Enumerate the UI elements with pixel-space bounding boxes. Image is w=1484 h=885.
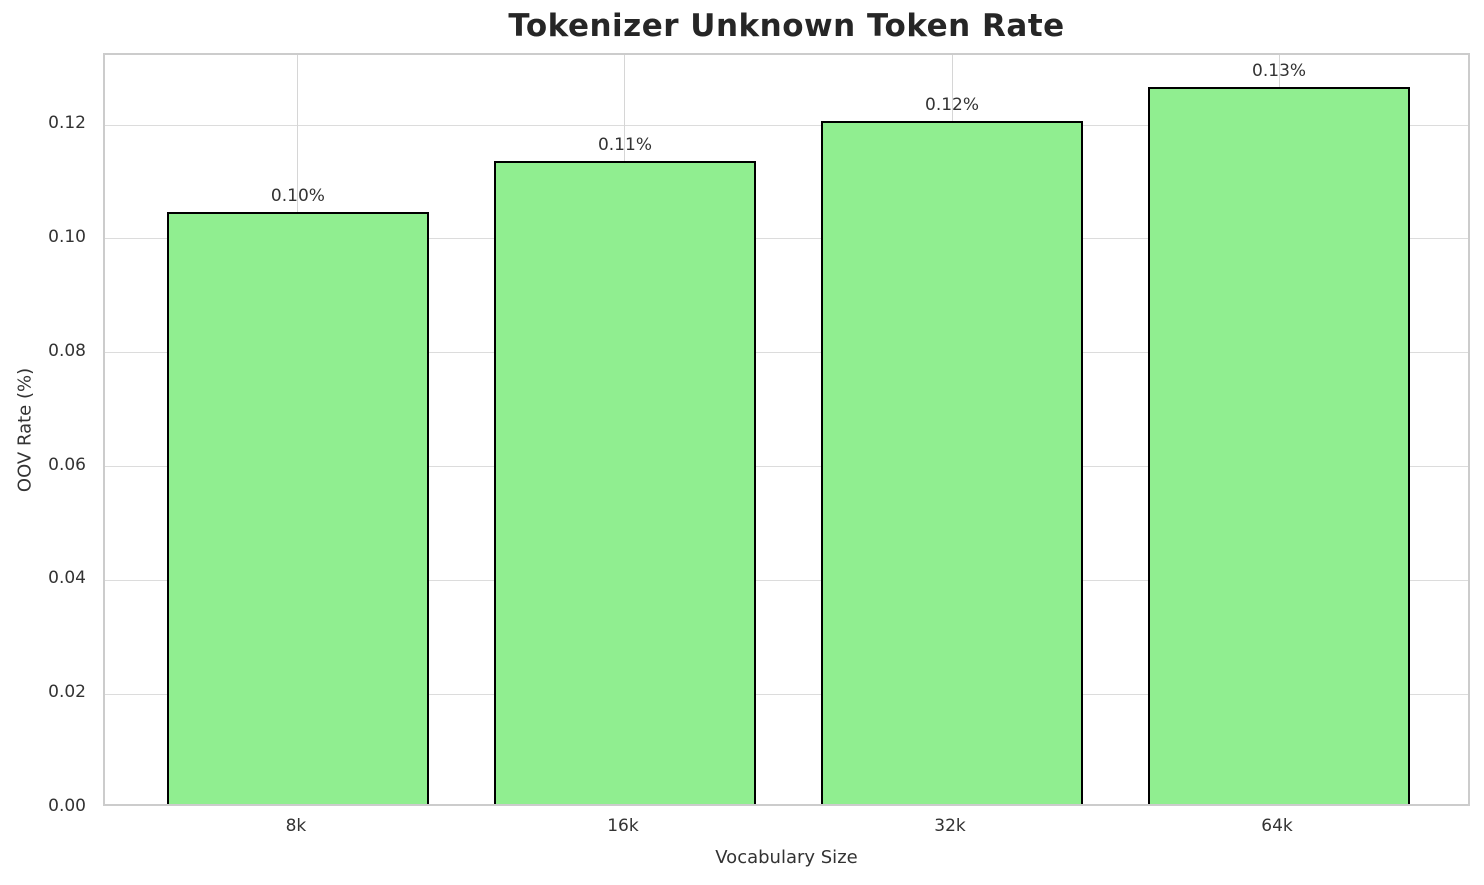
- x-tick-label: 64k: [1261, 816, 1293, 836]
- y-tick-label: 0.02: [48, 682, 86, 703]
- y-axis-title: OOV Rate (%): [14, 367, 36, 493]
- x-tick-label: 32k: [934, 816, 966, 836]
- x-axis-title: Vocabulary Size: [715, 847, 858, 868]
- y-tick-label: 0.10: [48, 226, 86, 247]
- bar-value-label: 0.13%: [1252, 60, 1307, 81]
- bar: [821, 121, 1083, 804]
- bar-value-label: 0.12%: [925, 95, 980, 116]
- y-gridline: [105, 466, 1468, 467]
- plot-area: 0.10% 0.11% 0.12% 0.13%: [103, 53, 1470, 806]
- bar: [167, 212, 429, 804]
- bar-value-label: 0.11%: [597, 134, 652, 155]
- x-tick-label: 8k: [285, 816, 307, 836]
- bar: [1148, 86, 1410, 804]
- x-tick-label: 16k: [607, 816, 639, 836]
- y-tick-label: 0.12: [48, 113, 86, 133]
- y-tick-label: 0.08: [48, 340, 86, 361]
- bar-value-label: 0.10%: [270, 186, 325, 207]
- y-gridline: [105, 124, 1468, 126]
- bar: [494, 160, 756, 804]
- chart-title: Tokenizer Unknown Token Rate: [508, 8, 1065, 44]
- y-gridline: [105, 238, 1468, 240]
- y-tick-label: 0.04: [48, 568, 86, 589]
- y-tick-label: 0.06: [48, 454, 86, 475]
- y-gridline: [105, 693, 1468, 695]
- y-gridline: [105, 579, 1468, 581]
- y-tick-label: 0.00: [48, 796, 86, 816]
- y-gridline: [105, 352, 1468, 354]
